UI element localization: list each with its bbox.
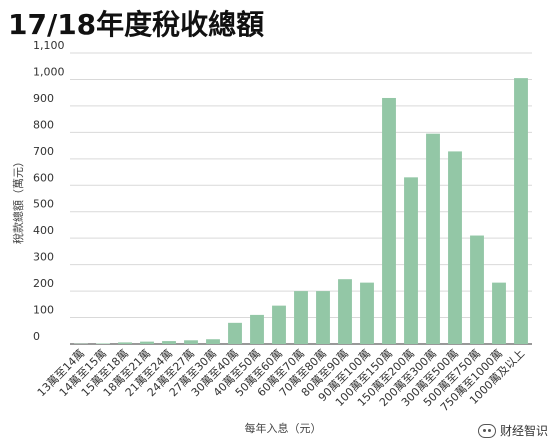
bar [492, 282, 506, 344]
y-tick-labels: 0 100 200 300 400 500 600 700 800 900 1,000 1,100 [33, 39, 65, 343]
y-tick-label: 200 [33, 277, 54, 290]
bar [118, 342, 132, 344]
bar [294, 291, 308, 344]
y-tick-label: 700 [33, 145, 54, 158]
bar [426, 133, 440, 344]
bar [514, 78, 528, 344]
gridlines [70, 52, 532, 345]
watermark-text: 财经智识 [499, 424, 548, 438]
x-tick-labels: 13萬至14萬14萬至15萬15萬至18萬18萬至21萬21萬至24萬24萬至2… [35, 347, 527, 414]
wechat-icon [477, 423, 496, 438]
chart-title: 17/18年度稅收總額 [8, 8, 264, 41]
y-axis-label: 稅款總額（萬元） [11, 156, 25, 244]
bar [184, 340, 198, 344]
bar [162, 341, 176, 344]
bar [360, 282, 374, 344]
y-tick-label: 0 [33, 330, 40, 343]
y-tick-label: 800 [33, 118, 54, 131]
bar [404, 177, 418, 344]
bar [250, 314, 264, 344]
watermark: 财经智识 [477, 422, 548, 439]
bar [228, 322, 242, 344]
y-tick-label: 300 [33, 251, 54, 264]
bar [470, 235, 484, 344]
bar [96, 343, 110, 344]
bar [206, 339, 220, 344]
bar [272, 305, 286, 344]
y-tick-label: 1,100 [33, 39, 65, 52]
y-tick-label: 1,000 [33, 65, 65, 78]
bars [74, 78, 528, 345]
y-tick-label: 600 [33, 171, 54, 184]
y-tick-label: 100 [33, 304, 54, 317]
y-tick-label: 500 [33, 198, 54, 211]
bar [338, 279, 352, 344]
bar [140, 341, 154, 344]
x-axis-label: 每年入息（元） [245, 421, 322, 435]
bar [316, 291, 330, 344]
bar [382, 97, 396, 345]
bar [448, 151, 462, 344]
y-tick-label: 900 [33, 92, 54, 105]
y-tick-label: 400 [33, 224, 54, 237]
